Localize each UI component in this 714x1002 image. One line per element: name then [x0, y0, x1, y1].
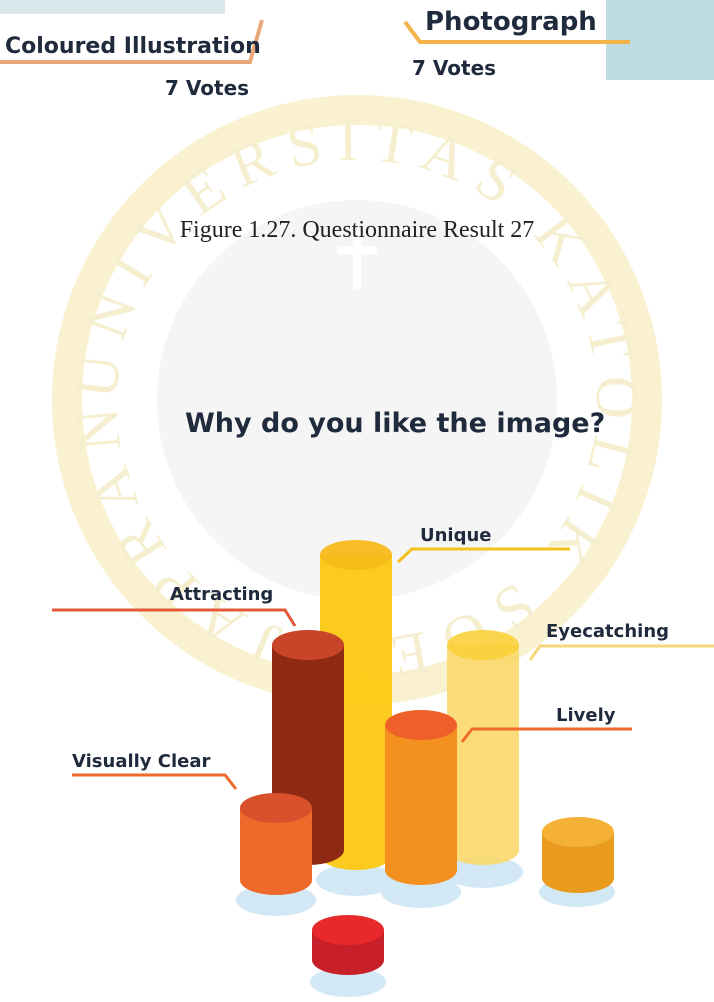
option-title: Coloured Illustration: [5, 34, 261, 59]
vote-count: 7 Votes: [412, 56, 496, 80]
thumbnail: [0, 0, 225, 14]
cylinder-part: [385, 710, 457, 740]
cylinder-part: [447, 630, 519, 660]
figure-caption: Figure 1.27. Questionnaire Result 27: [180, 217, 535, 243]
connector: [403, 20, 630, 44]
cylinder-part: [385, 725, 457, 885]
cylinder-part: [542, 817, 614, 847]
infographic-title: Why do you like the image?: [185, 408, 605, 439]
label: Attracting: [170, 584, 273, 605]
cylinders: [240, 540, 614, 975]
cylinder-part: [320, 540, 392, 570]
cylinder-part: [240, 808, 312, 895]
cylinder-part: [240, 793, 312, 823]
cylinder-part: [312, 915, 384, 945]
label: Unique: [420, 525, 492, 546]
label: Lively: [556, 705, 616, 726]
cylinder-part: [272, 630, 344, 660]
vote-count: 7 Votes: [165, 76, 249, 100]
cylinder-part: [542, 832, 614, 893]
option-title: Photograph: [425, 7, 597, 37]
label-lines: [52, 547, 714, 790]
watermark-cross: [337, 230, 377, 290]
connector: [0, 19, 264, 64]
cylinder-part: [447, 645, 519, 865]
watermark-center: [157, 200, 557, 600]
label: Visually Clear: [72, 751, 211, 772]
label: Eyecatching: [546, 621, 669, 642]
